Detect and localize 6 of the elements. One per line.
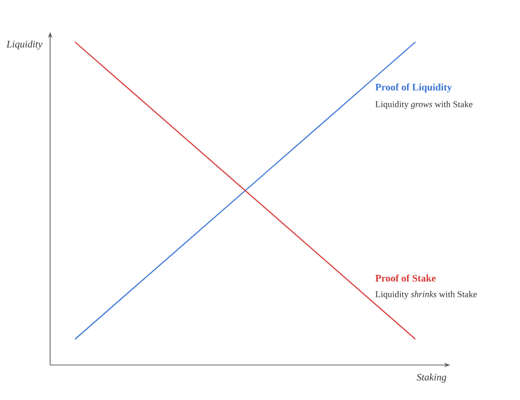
series-label: Proof of Liquidity <box>375 83 452 93</box>
y-axis-title: Liquidity <box>6 40 42 50</box>
x-axis-title: Staking <box>416 374 446 383</box>
annotation: Liquidity shrinks with Stake <box>375 290 477 300</box>
series-label: Proof of Stake <box>375 274 436 282</box>
annotation: Liquidity grows with Stake <box>375 100 472 110</box>
